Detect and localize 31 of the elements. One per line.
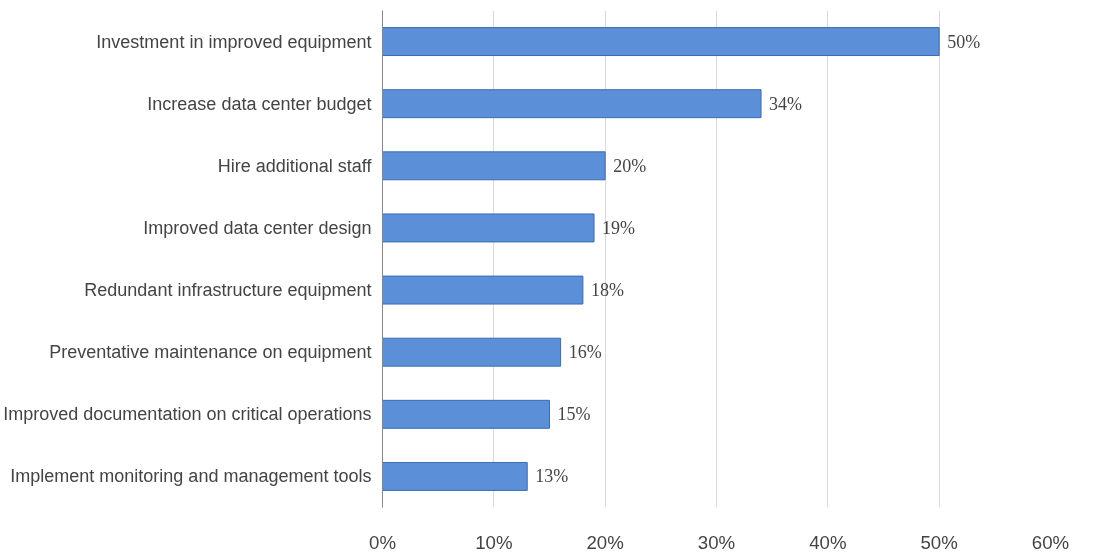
y-tick-label: Increase data center budget — [147, 93, 372, 114]
data-label: 18% — [590, 280, 624, 301]
x-tick-label: 60% — [1031, 531, 1070, 553]
y-tick-label: Preventative maintenance on equipment — [49, 342, 372, 363]
bar — [382, 461, 528, 491]
x-tick-label: 40% — [809, 531, 847, 553]
y-tick-label: Redundant infrastructure equipment — [84, 280, 372, 301]
y-tick-label: Hire additional staff — [217, 155, 373, 176]
y-tick-label: Implement monitoring and management tools — [10, 466, 372, 487]
bar — [382, 89, 762, 119]
x-tick-label: 50% — [920, 531, 958, 553]
bar — [382, 337, 562, 367]
y-tick-label: Investment in improved equipment — [96, 31, 372, 52]
y-tick-label: Improved documentation on critical operations — [3, 404, 372, 425]
y-tick-label: Improved data center design — [143, 217, 372, 238]
data-label: 15% — [557, 404, 591, 425]
data-label: 50% — [947, 31, 981, 52]
data-label: 16% — [568, 342, 602, 363]
data-label: 13% — [535, 466, 569, 487]
x-tick-label: 0% — [369, 531, 396, 553]
bar — [382, 275, 584, 305]
bar — [382, 151, 606, 181]
bar — [382, 213, 595, 243]
x-tick-label: 20% — [586, 531, 624, 553]
x-tick-label: 10% — [475, 531, 513, 553]
data-label: 20% — [613, 155, 647, 176]
bar — [382, 399, 550, 429]
bar — [382, 27, 940, 57]
data-label: 34% — [769, 93, 803, 114]
x-tick-label: 30% — [697, 531, 736, 553]
data-label: 19% — [602, 217, 636, 238]
